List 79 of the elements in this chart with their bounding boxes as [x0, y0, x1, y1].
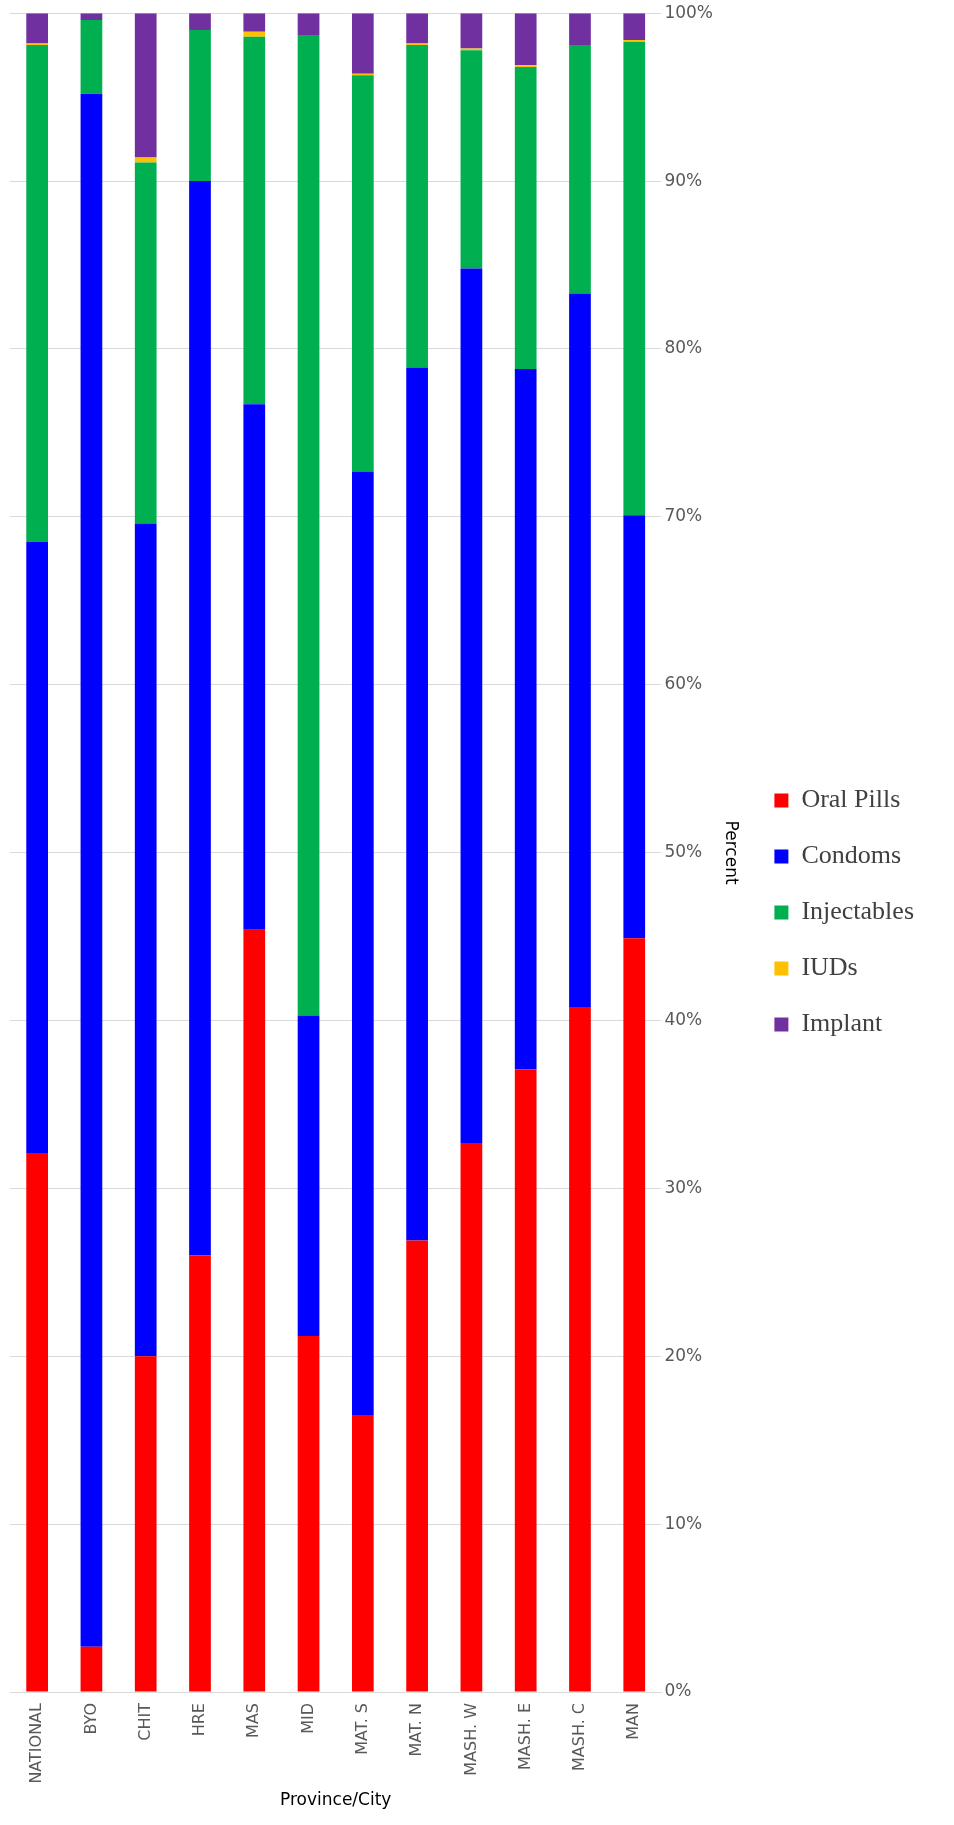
bar: [351, 1415, 374, 1692]
bar: [134, 162, 157, 524]
y-tick-label: 40%: [664, 1008, 703, 1029]
bar: [134, 1356, 157, 1692]
y-tick-label: 30%: [664, 1176, 703, 1197]
bar: [351, 471, 374, 1416]
bar: [569, 1007, 591, 1692]
y-tick-label: 80%: [664, 337, 703, 358]
bar: [243, 404, 266, 930]
bar: [406, 367, 428, 1241]
bar: [134, 157, 157, 163]
bar: [406, 13, 428, 44]
bar: [351, 75, 374, 472]
bar: [26, 1153, 48, 1692]
x-tick-label: MASH. C: [569, 1703, 589, 1772]
y-tick-label: 90%: [664, 169, 703, 190]
x-tick-label: NATIONAL: [26, 1702, 46, 1784]
bar: [26, 13, 48, 44]
y-tick-label: 60%: [664, 673, 703, 694]
bar: [406, 45, 428, 368]
legend-label: Implant: [801, 1008, 884, 1038]
legend-label: Injectables: [801, 896, 914, 926]
bar: [297, 1336, 320, 1692]
x-tick-label: MAN: [623, 1703, 643, 1740]
bar: [80, 93, 103, 1647]
bar: [189, 29, 211, 182]
bar: [460, 268, 483, 1144]
y-tick-label: 100%: [664, 1, 713, 22]
x-tick-label: HRE: [189, 1703, 209, 1737]
y-tick-label: 10%: [664, 1512, 703, 1533]
bar: [569, 13, 591, 46]
bar: [623, 13, 646, 41]
bar: [623, 938, 646, 1692]
bar: [460, 50, 483, 269]
legend-label: Oral Pills: [801, 784, 901, 814]
x-tick-label: MAS: [243, 1703, 263, 1738]
bar: [80, 1646, 103, 1692]
bar: [460, 1143, 483, 1692]
bar: [569, 45, 591, 294]
bar: [189, 13, 211, 30]
bar: [514, 66, 537, 370]
bar: [134, 13, 157, 158]
x-tick-label: BYO: [80, 1703, 100, 1735]
bar: [514, 1069, 537, 1692]
bar: [297, 1015, 320, 1337]
bar: [569, 293, 591, 1008]
x-tick-label: MAT. S: [351, 1703, 371, 1755]
bar: [243, 929, 266, 1692]
y-tick-label: 0%: [664, 1680, 692, 1701]
bar: [623, 41, 646, 516]
x-axis-title: Province/City: [280, 1789, 392, 1810]
bar: [26, 542, 48, 1154]
bar: [623, 515, 646, 939]
x-tick-label: MAT. N: [406, 1703, 426, 1757]
bar: [297, 35, 320, 1016]
bar: [406, 1240, 428, 1692]
bar: [351, 13, 374, 74]
bar: [514, 13, 537, 66]
bar: [243, 31, 266, 37]
x-tick-label: CHIT: [134, 1702, 154, 1741]
bar: [297, 13, 320, 36]
bar: [189, 181, 211, 1256]
x-tick-label: MID: [297, 1703, 317, 1734]
bar: [243, 36, 266, 405]
x-tick-label: MASH. W: [460, 1702, 480, 1776]
bar: [514, 369, 537, 1070]
legend-label: Condoms: [801, 840, 902, 870]
bar: [26, 45, 48, 543]
bar: [243, 13, 266, 32]
bar: [460, 13, 483, 49]
bar: [80, 19, 103, 94]
legend-label: IUDs: [801, 952, 858, 982]
y-axis-title: Percent: [721, 820, 742, 885]
bar: [189, 1255, 211, 1692]
x-tick-label: MASH. E: [514, 1703, 534, 1770]
bar: [134, 523, 157, 1357]
y-tick-label: 70%: [664, 505, 703, 526]
y-tick-label: 20%: [664, 1344, 703, 1365]
y-tick-label: 50%: [664, 841, 703, 862]
